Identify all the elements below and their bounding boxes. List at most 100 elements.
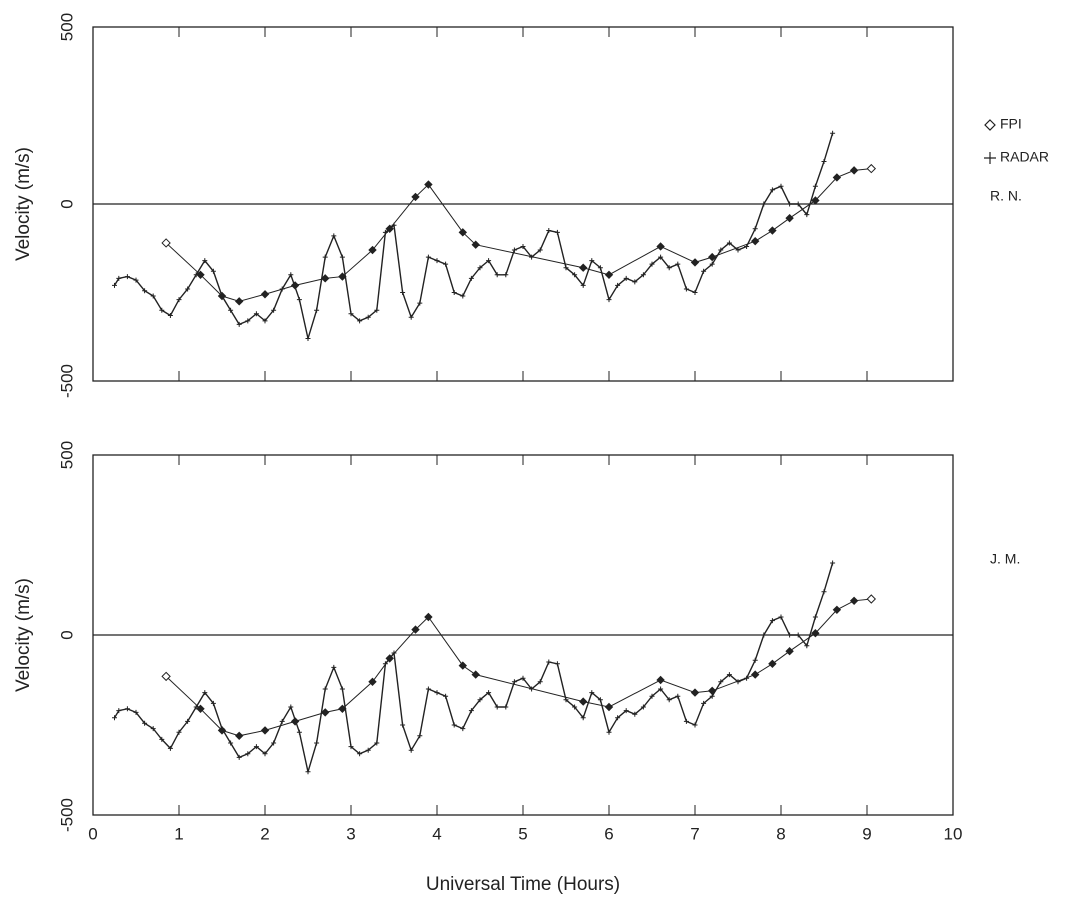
x-tick-label: 1	[174, 824, 183, 843]
radar-marker	[245, 751, 251, 757]
radar-marker	[176, 729, 182, 735]
radar-marker	[649, 261, 655, 267]
radar-marker	[133, 709, 139, 715]
radar-marker	[683, 718, 689, 724]
radar-marker	[804, 643, 810, 649]
radar-marker	[769, 187, 775, 193]
radar-marker	[615, 282, 621, 288]
radar-marker	[830, 130, 836, 136]
series-line	[113, 562, 834, 773]
fpi-marker	[320, 708, 330, 717]
fpi-marker	[849, 596, 859, 606]
radar-marker	[348, 744, 354, 750]
radar-marker	[339, 686, 345, 692]
fpi-marker	[690, 688, 700, 697]
radar-marker	[348, 311, 354, 317]
x-tick-label: 2	[260, 824, 269, 843]
radar-marker	[451, 722, 457, 728]
radar-marker	[236, 321, 242, 327]
radar-marker	[821, 589, 827, 595]
radar-marker	[804, 212, 810, 218]
radar-marker	[185, 718, 191, 724]
legend-label: RADAR	[1000, 149, 1049, 165]
radar-marker	[520, 675, 526, 681]
radar-marker	[735, 679, 741, 685]
fpi-marker	[690, 258, 700, 267]
radar-marker	[400, 290, 406, 295]
radar-marker	[124, 274, 130, 280]
annotation: R. N.	[990, 188, 1022, 204]
radar-marker	[692, 722, 698, 728]
fpi-marker	[768, 659, 777, 669]
radar-marker	[391, 222, 397, 228]
fpi-marker	[234, 731, 244, 741]
radar-marker	[288, 272, 294, 278]
radar-marker	[219, 726, 225, 732]
fpi-marker	[411, 192, 420, 202]
radar-marker	[296, 297, 302, 303]
legend-marker	[984, 119, 996, 131]
radar-marker	[262, 751, 268, 757]
x-tick-label: 8	[776, 824, 785, 843]
radar-marker	[271, 740, 277, 746]
radar-marker	[133, 277, 139, 283]
fpi-marker	[656, 242, 665, 251]
radar-marker	[666, 265, 672, 271]
y-tick-label: -500	[57, 798, 76, 832]
x-tick-label: 6	[604, 824, 613, 843]
x-tick-label: 10	[944, 824, 963, 843]
x-tick-label: 3	[346, 824, 355, 843]
fpi-marker	[811, 196, 820, 205]
radar-marker	[219, 293, 225, 299]
radar-marker	[142, 288, 148, 294]
radar-marker	[417, 300, 423, 306]
radar-marker	[830, 560, 836, 566]
radar-marker	[468, 275, 474, 281]
y-axis-title: Velocity (m/s)	[13, 578, 34, 692]
radar-marker	[210, 700, 216, 706]
radar-marker	[477, 697, 483, 703]
radar-marker	[726, 672, 732, 678]
fpi-marker	[866, 594, 877, 604]
radar-marker	[142, 720, 148, 726]
radar-marker	[159, 736, 165, 742]
x-tick-label: 4	[432, 824, 441, 843]
fpi-marker	[866, 163, 877, 174]
fpi-marker	[196, 704, 205, 714]
fpi-marker	[368, 245, 377, 255]
radar-marker	[675, 693, 681, 699]
radar-marker	[537, 679, 543, 685]
series-line	[165, 598, 872, 737]
radar-marker	[451, 290, 457, 295]
radar-marker	[701, 268, 707, 274]
radar-marker	[339, 254, 345, 260]
radar-marker	[718, 679, 724, 685]
radar-marker	[537, 247, 543, 253]
radar-marker	[236, 754, 242, 760]
radar-marker	[821, 159, 827, 165]
legend-marker	[984, 152, 996, 164]
radar-marker	[124, 706, 130, 712]
fpi-marker	[458, 661, 468, 670]
radar-marker	[193, 272, 199, 278]
radar-marker	[623, 708, 629, 714]
radar-marker	[116, 275, 122, 281]
radar-marker	[271, 307, 277, 313]
y-tick-label: 0	[57, 630, 76, 639]
radar-marker	[460, 293, 466, 299]
radar-marker	[443, 261, 449, 267]
radar-marker	[434, 690, 440, 696]
radar-marker	[572, 704, 578, 710]
fpi-marker	[458, 228, 468, 237]
x-tick-label: 7	[690, 824, 699, 843]
radar-marker	[494, 704, 500, 710]
radar-marker	[357, 318, 363, 324]
y-tick-label: -500	[57, 364, 76, 398]
radar-marker	[752, 657, 758, 663]
radar-marker	[408, 314, 414, 320]
radar-marker	[322, 254, 328, 260]
radar-marker	[434, 258, 440, 264]
radar-marker	[761, 201, 767, 207]
radar-marker	[391, 650, 397, 656]
radar-marker	[580, 715, 586, 721]
